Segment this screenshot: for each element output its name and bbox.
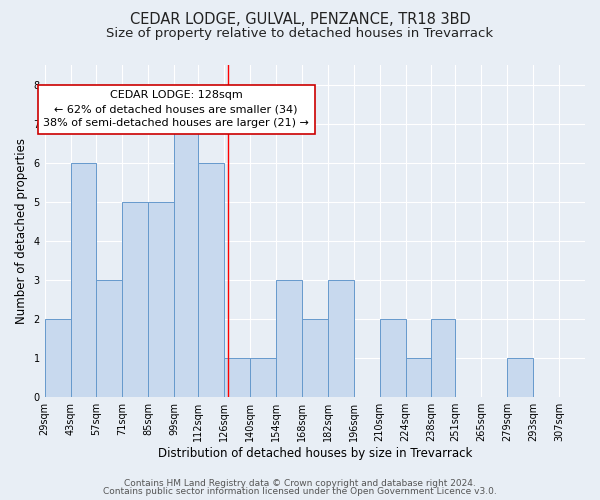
Bar [250,358,276,397]
Bar [174,124,198,397]
Bar [431,319,455,397]
Bar [507,358,533,397]
Text: CEDAR LODGE, GULVAL, PENZANCE, TR18 3BD: CEDAR LODGE, GULVAL, PENZANCE, TR18 3BD [130,12,470,28]
Text: Size of property relative to detached houses in Trevarrack: Size of property relative to detached ho… [106,28,494,40]
Bar [122,202,148,397]
Bar [97,280,122,397]
Bar [302,319,328,397]
Bar [224,358,250,397]
Text: Contains HM Land Registry data © Crown copyright and database right 2024.: Contains HM Land Registry data © Crown c… [124,478,476,488]
Bar [380,319,406,397]
Text: CEDAR LODGE: 128sqm
← 62% of detached houses are smaller (34)
38% of semi-detach: CEDAR LODGE: 128sqm ← 62% of detached ho… [43,90,309,128]
Text: Contains public sector information licensed under the Open Government Licence v3: Contains public sector information licen… [103,487,497,496]
Bar [328,280,353,397]
Bar [71,162,97,397]
Bar [406,358,431,397]
Bar [44,319,71,397]
X-axis label: Distribution of detached houses by size in Trevarrack: Distribution of detached houses by size … [158,447,472,460]
Bar [148,202,174,397]
Y-axis label: Number of detached properties: Number of detached properties [15,138,28,324]
Bar [276,280,302,397]
Bar [198,162,224,397]
